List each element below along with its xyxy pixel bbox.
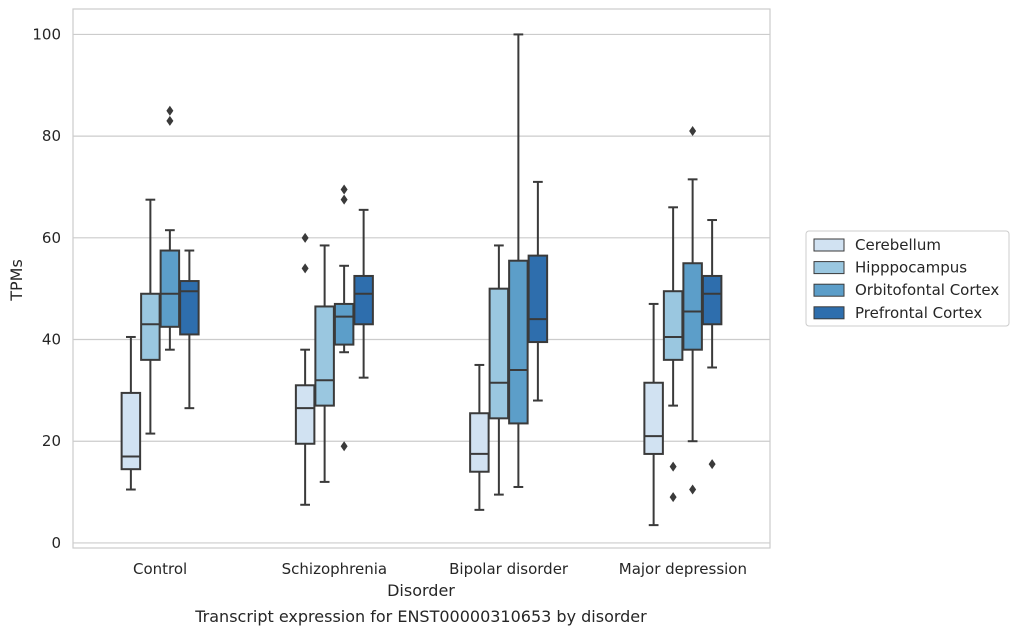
y-tick-label: 80 xyxy=(42,127,61,145)
box-iqr xyxy=(469,412,490,473)
flier-point xyxy=(340,194,348,205)
flier-point xyxy=(301,232,309,243)
box xyxy=(294,232,316,506)
box xyxy=(469,363,490,511)
flier-point xyxy=(689,126,697,137)
box xyxy=(179,249,200,410)
box-iqr xyxy=(314,305,335,407)
box xyxy=(333,184,355,452)
box-iqr xyxy=(508,259,529,425)
box xyxy=(353,208,374,379)
y-tick-label: 100 xyxy=(32,25,61,43)
x-tick-labels: Control Schizophrenia Bipolar disorder Majo… xyxy=(133,560,747,578)
x-tick-label: Major depression xyxy=(619,560,747,578)
box-series xyxy=(120,33,723,527)
box-iqr xyxy=(701,274,723,326)
box-iqr xyxy=(159,249,181,328)
legend: Cerebellum Hipppocampus Orbitofontal Corte… xyxy=(805,230,1010,327)
legend-swatch xyxy=(813,261,845,275)
legend-label: Orbitofontal Cortex xyxy=(855,281,999,299)
box-iqr xyxy=(120,391,142,471)
box xyxy=(120,335,142,491)
y-tick-label: 60 xyxy=(42,229,61,247)
box-iqr xyxy=(682,262,703,351)
legend-frame xyxy=(805,230,1010,327)
x-tick-label: Schizophrenia xyxy=(282,560,387,578)
y-tick-label: 40 xyxy=(42,331,61,349)
box-iqr xyxy=(294,384,316,445)
flier-point xyxy=(166,105,174,116)
legend-label: Cerebellum xyxy=(855,236,941,254)
box-iqr xyxy=(527,254,549,344)
flier-point xyxy=(689,484,697,495)
box xyxy=(159,105,181,351)
x-tick-label: Bipolar disorder xyxy=(449,560,569,578)
box-iqr xyxy=(140,292,161,361)
flier-point xyxy=(708,459,716,470)
box-iqr xyxy=(333,302,355,346)
box xyxy=(527,180,549,402)
box xyxy=(682,126,703,495)
flier-point xyxy=(669,461,677,472)
flier-point xyxy=(166,115,174,126)
box xyxy=(701,219,723,470)
box xyxy=(643,302,664,527)
x-axis-label: Disorder xyxy=(387,581,455,600)
y-tick-label: 0 xyxy=(51,534,61,552)
legend-label: Hipppocampus xyxy=(855,259,967,277)
box-iqr xyxy=(179,280,200,336)
legend-swatch xyxy=(813,283,845,297)
flier-point xyxy=(669,492,677,503)
chart-caption: Transcript expression for ENST0000031065… xyxy=(194,607,647,626)
y-axis-label: TPMs xyxy=(7,259,26,302)
x-tick-label: Control xyxy=(133,560,187,578)
plot-frame xyxy=(72,8,771,549)
flier-point xyxy=(301,263,309,274)
box-iqr xyxy=(353,274,374,326)
legend-label: Prefrontal Cortex xyxy=(855,304,982,322)
box xyxy=(508,33,529,488)
box xyxy=(488,244,510,496)
flier-point xyxy=(340,184,348,195)
y-tick-labels: 0 20 40 60 80 100 xyxy=(32,25,61,551)
box xyxy=(314,244,335,483)
box-iqr xyxy=(662,290,684,361)
legend-swatch xyxy=(813,238,845,252)
legend-swatch xyxy=(813,306,845,320)
flier-point xyxy=(340,441,348,452)
y-tick-label: 20 xyxy=(42,432,61,450)
box-iqr xyxy=(488,287,510,420)
box-iqr xyxy=(643,381,664,455)
